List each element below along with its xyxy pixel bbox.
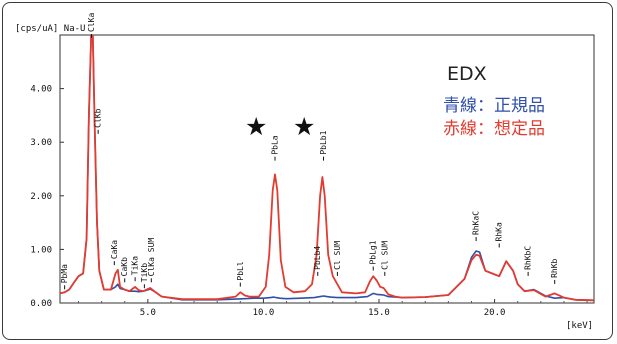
- peak-label: RhKaC: [472, 211, 481, 235]
- y-tick-label: 3.00: [30, 138, 52, 148]
- plot-area: [59, 34, 595, 304]
- peak-label: TiKa: [131, 256, 140, 275]
- peak-label: PbLb1: [319, 130, 328, 154]
- peak-label: PbMa: [60, 264, 69, 283]
- peak-label: PbLl: [236, 261, 245, 280]
- peak-label: ClKa SUM: [147, 238, 156, 277]
- y-tick-label: 4.00: [30, 85, 52, 95]
- x-tick-label: 10.0: [253, 308, 275, 318]
- peak-label: ClKb: [94, 108, 103, 127]
- peak-label: TiKb: [140, 263, 149, 282]
- peak-label: ClKa: [87, 13, 96, 32]
- y-tick-label: 2.00: [30, 192, 52, 202]
- peak-label: CaKb: [120, 257, 129, 276]
- series-line-red: [60, 35, 594, 302]
- x-tick-label: 15.0: [368, 308, 390, 318]
- peak-label: PbLb4: [313, 246, 322, 270]
- chart-frame: [2, 2, 613, 340]
- peak-label: RhKb: [550, 258, 559, 277]
- peak-label: Cl SUM: [333, 241, 342, 270]
- x-tick-label: 20.0: [484, 308, 506, 318]
- peak-label: CaKa: [110, 240, 119, 259]
- y-tick-label: 1.00: [30, 245, 52, 255]
- peak-label: PbLg1: [369, 240, 378, 264]
- peak-label: PbLa: [270, 135, 279, 154]
- peak-label: RhKa: [495, 222, 504, 241]
- series-line-blue: [60, 35, 594, 302]
- x-tick-label: 5.0: [140, 308, 156, 318]
- y-tick-label: 0.00: [30, 299, 52, 309]
- peak-label: Cl SUM: [380, 241, 389, 270]
- peak-label: RhKbC: [524, 246, 533, 270]
